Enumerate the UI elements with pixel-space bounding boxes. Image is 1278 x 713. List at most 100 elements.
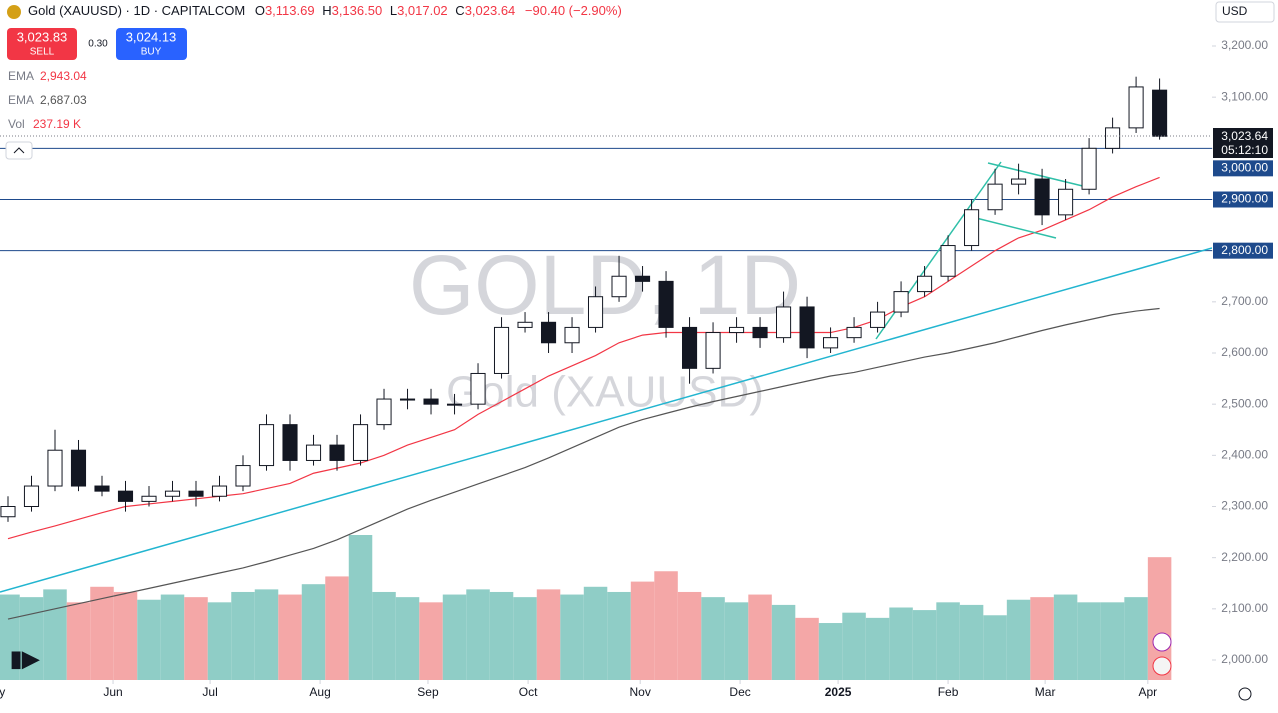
spread: 0.30 [88,39,108,50]
candle-body [658,280,674,328]
candle-body [940,245,956,277]
candle-body [846,326,862,339]
candle-body [305,444,322,461]
volume-bar [1100,602,1125,680]
volume-bar [207,602,232,680]
x-tick-label: Jun [103,685,122,699]
volume-bar [395,597,420,680]
buy-button[interactable]: 3,024.13 BUY [116,28,187,60]
candle-body [1034,178,1050,216]
x-tick-label: Nov [630,685,651,699]
collapse-button[interactable] [5,141,33,160]
candle-body [705,332,721,369]
candle-body [258,424,275,467]
volume-bar [489,591,514,680]
volume-bar [66,602,91,680]
candle-body [23,485,40,507]
candle-body [164,490,181,497]
candle-body [0,506,16,518]
candle-body [964,209,980,247]
volume-bar [278,594,302,680]
volume-bar [1006,599,1031,680]
flag-line [987,162,1096,190]
flag-icon[interactable] [1152,656,1172,676]
candle-body [211,485,228,497]
y-tick-label: 3,200.00 [1221,38,1268,52]
volume-bar [583,586,608,680]
volume-bar [513,597,537,680]
x-tick-label: Jul [202,685,217,699]
y-tick-label: 2,200.00 [1221,550,1268,564]
buy-label[interactable]: BUY [141,47,162,58]
candle-body [776,306,792,339]
volume-bar [959,604,984,680]
candle-body [47,449,63,487]
c-label: C [455,3,464,18]
legend-value: 2,943.04 [40,69,87,83]
volume-bar [912,610,937,680]
symbol-icon [7,5,21,19]
currency-button[interactable] [1215,1,1275,23]
volume-bar [348,535,373,680]
legend-name: Vol [8,117,25,131]
volume-bar [889,607,913,680]
volume-bar [184,597,208,680]
candle-body [376,398,392,426]
volume-bar [1077,602,1101,680]
candle-body [893,291,909,313]
y-tick-label: 2,000.00 [1221,652,1268,666]
level-box [1213,160,1273,177]
buy-bg[interactable] [116,28,187,60]
currency[interactable]: USD [1222,4,1248,18]
sell-label[interactable]: SELL [30,47,55,58]
trend-line [0,247,1212,593]
volume-bar [1030,597,1054,680]
x-tick-label: 2025 [825,685,852,699]
o-value: 3,113.69 [265,3,315,18]
candle-body [799,306,815,349]
volume-bar [560,594,584,680]
candle-body [1081,147,1097,190]
header-bar [0,0,1212,24]
volume-bar [43,589,67,680]
ema-line [7,176,1160,540]
candle-body [470,372,486,405]
candle-body [987,183,1003,211]
volume-bar [160,594,185,680]
candle-body [917,275,933,293]
volume-bar [865,617,890,680]
volume-bar [795,617,819,680]
event-icon[interactable] [1152,632,1172,652]
legend-value: 2,687.03 [40,93,87,107]
sell-button[interactable]: 3,023.83 SELL [7,28,77,60]
sell-price[interactable]: 3,023.83 [17,29,68,44]
x-tick-label: Apr [1138,685,1157,699]
candle-body [564,326,580,344]
sell-bg[interactable] [7,28,77,60]
buy-price[interactable]: 3,024.13 [126,29,177,44]
volume-bar [983,615,1007,680]
volume-bar [19,597,44,680]
candle-body [282,424,298,461]
volume-bar [254,589,279,680]
legend-value: 237.19 K [33,117,81,131]
volume-bar [748,594,772,680]
watermark: GOLD, 1D [409,238,801,332]
y-tick-label: 3,100.00 [1221,89,1268,103]
level-box [1213,191,1273,208]
candle-body [446,403,463,406]
x-tick-label: Oct [519,685,538,699]
settings-icon[interactable] [1238,687,1252,701]
candle-body [517,321,533,328]
countdown: 05:12:10 [1221,143,1268,157]
y-tick-label: 2,400.00 [1221,448,1268,462]
x-tick-label: Mar [1035,685,1056,699]
ema-line [7,307,1160,620]
collapse-icon[interactable] [13,147,25,154]
volume-bar [536,589,561,680]
volume-bar [0,594,20,680]
candle-body [399,398,416,401]
x-tick-label: Dec [729,685,750,699]
volume-bar [936,602,960,680]
